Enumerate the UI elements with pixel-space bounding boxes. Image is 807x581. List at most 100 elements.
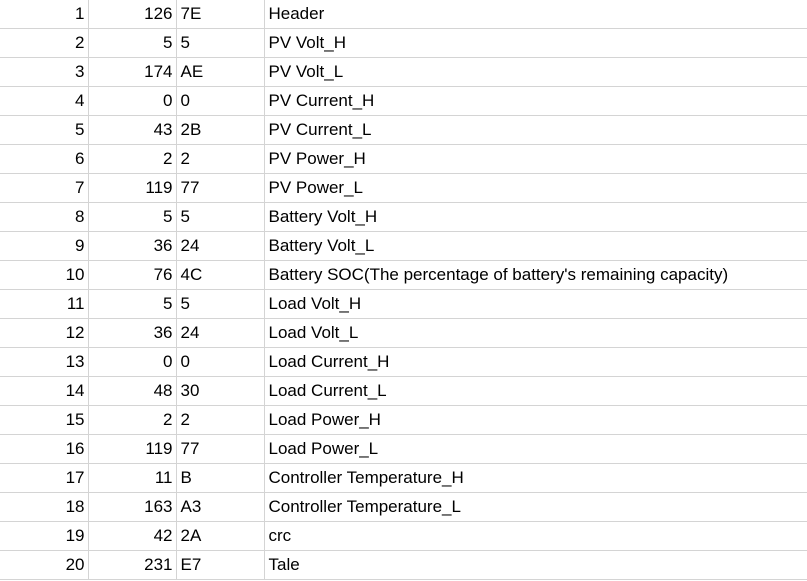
description-cell[interactable]: PV Power_H	[264, 144, 807, 174]
table-row: 2 5 5 PV Volt_H	[0, 28, 807, 58]
hex-cell[interactable]: 24	[176, 231, 265, 261]
index-cell[interactable]: 5	[0, 115, 89, 145]
hex-cell[interactable]: 30	[176, 376, 265, 406]
decimal-cell[interactable]: 119	[88, 434, 177, 464]
description-cell[interactable]: Load Power_H	[264, 405, 807, 435]
index-cell[interactable]: 14	[0, 376, 89, 406]
decimal-cell[interactable]: 163	[88, 492, 177, 522]
table-row: 9 36 24 Battery Volt_L	[0, 231, 807, 261]
index-cell[interactable]: 8	[0, 202, 89, 232]
description-cell[interactable]: Header	[264, 0, 807, 29]
description-cell[interactable]: crc	[264, 521, 807, 551]
table-row: 7 119 77 PV Power_L	[0, 173, 807, 203]
description-cell[interactable]: PV Power_L	[264, 173, 807, 203]
decimal-cell[interactable]: 76	[88, 260, 177, 290]
hex-cell[interactable]: 77	[176, 434, 265, 464]
hex-cell[interactable]: 0	[176, 86, 265, 116]
hex-cell[interactable]: 24	[176, 318, 265, 348]
index-cell[interactable]: 12	[0, 318, 89, 348]
description-cell[interactable]: PV Volt_L	[264, 57, 807, 87]
index-cell[interactable]: 3	[0, 57, 89, 87]
decimal-cell[interactable]: 5	[88, 289, 177, 319]
hex-cell[interactable]: 2A	[176, 521, 265, 551]
table-row: 18 163 A3 Controller Temperature_L	[0, 492, 807, 522]
description-cell[interactable]: Load Current_L	[264, 376, 807, 406]
hex-cell[interactable]: E7	[176, 550, 265, 580]
table-row: 16 119 77 Load Power_L	[0, 434, 807, 464]
hex-cell[interactable]: A3	[176, 492, 265, 522]
table-row: 12 36 24 Load Volt_L	[0, 318, 807, 348]
index-cell[interactable]: 20	[0, 550, 89, 580]
decimal-cell[interactable]: 0	[88, 347, 177, 377]
decimal-cell[interactable]: 11	[88, 463, 177, 493]
description-cell[interactable]: Battery Volt_L	[264, 231, 807, 261]
hex-cell[interactable]: AE	[176, 57, 265, 87]
table-row: 13 0 0 Load Current_H	[0, 347, 807, 377]
table-row: 8 5 5 Battery Volt_H	[0, 202, 807, 232]
decimal-cell[interactable]: 231	[88, 550, 177, 580]
decimal-cell[interactable]: 119	[88, 173, 177, 203]
decimal-cell[interactable]: 174	[88, 57, 177, 87]
hex-cell[interactable]: 77	[176, 173, 265, 203]
table-row: 3 174 AE PV Volt_L	[0, 57, 807, 87]
description-cell[interactable]: PV Current_L	[264, 115, 807, 145]
decimal-cell[interactable]: 126	[88, 0, 177, 29]
description-cell[interactable]: Controller Temperature_H	[264, 463, 807, 493]
description-cell[interactable]: Tale	[264, 550, 807, 580]
index-cell[interactable]: 13	[0, 347, 89, 377]
index-cell[interactable]: 4	[0, 86, 89, 116]
index-cell[interactable]: 6	[0, 144, 89, 174]
description-cell[interactable]: Load Volt_L	[264, 318, 807, 348]
index-cell[interactable]: 7	[0, 173, 89, 203]
table-row: 20 231 E7 Tale	[0, 550, 807, 580]
index-cell[interactable]: 17	[0, 463, 89, 493]
hex-cell[interactable]: 4C	[176, 260, 265, 290]
table-row: 4 0 0 PV Current_H	[0, 86, 807, 116]
index-cell[interactable]: 19	[0, 521, 89, 551]
hex-cell[interactable]: 5	[176, 28, 265, 58]
table-row: 19 42 2A crc	[0, 521, 807, 551]
index-cell[interactable]: 15	[0, 405, 89, 435]
decimal-cell[interactable]: 48	[88, 376, 177, 406]
decimal-cell[interactable]: 36	[88, 231, 177, 261]
hex-cell[interactable]: 2	[176, 405, 265, 435]
decimal-cell[interactable]: 5	[88, 202, 177, 232]
hex-cell[interactable]: 7E	[176, 0, 265, 29]
description-cell[interactable]: Load Power_L	[264, 434, 807, 464]
hex-cell[interactable]: 5	[176, 289, 265, 319]
index-cell[interactable]: 2	[0, 28, 89, 58]
decimal-cell[interactable]: 43	[88, 115, 177, 145]
description-cell[interactable]: Battery SOC(The percentage of battery's …	[264, 260, 807, 290]
decimal-cell[interactable]: 0	[88, 86, 177, 116]
table-row: 15 2 2 Load Power_H	[0, 405, 807, 435]
hex-cell[interactable]: 2	[176, 144, 265, 174]
decimal-cell[interactable]: 2	[88, 405, 177, 435]
table-row: 11 5 5 Load Volt_H	[0, 289, 807, 319]
description-cell[interactable]: Load Volt_H	[264, 289, 807, 319]
table-row: 5 43 2B PV Current_L	[0, 115, 807, 145]
index-cell[interactable]: 11	[0, 289, 89, 319]
decimal-cell[interactable]: 36	[88, 318, 177, 348]
hex-cell[interactable]: B	[176, 463, 265, 493]
decimal-cell[interactable]: 2	[88, 144, 177, 174]
decimal-cell[interactable]: 42	[88, 521, 177, 551]
description-cell[interactable]: Load Current_H	[264, 347, 807, 377]
description-cell[interactable]: Controller Temperature_L	[264, 492, 807, 522]
description-cell[interactable]: Battery Volt_H	[264, 202, 807, 232]
table-row: 14 48 30 Load Current_L	[0, 376, 807, 406]
hex-cell[interactable]: 0	[176, 347, 265, 377]
index-cell[interactable]: 1	[0, 0, 89, 29]
index-cell[interactable]: 9	[0, 231, 89, 261]
description-cell[interactable]: PV Volt_H	[264, 28, 807, 58]
decimal-cell[interactable]: 5	[88, 28, 177, 58]
hex-cell[interactable]: 2B	[176, 115, 265, 145]
index-cell[interactable]: 16	[0, 434, 89, 464]
index-cell[interactable]: 10	[0, 260, 89, 290]
index-cell[interactable]: 18	[0, 492, 89, 522]
hex-cell[interactable]: 5	[176, 202, 265, 232]
description-cell[interactable]: PV Current_H	[264, 86, 807, 116]
table-row: 6 2 2 PV Power_H	[0, 144, 807, 174]
